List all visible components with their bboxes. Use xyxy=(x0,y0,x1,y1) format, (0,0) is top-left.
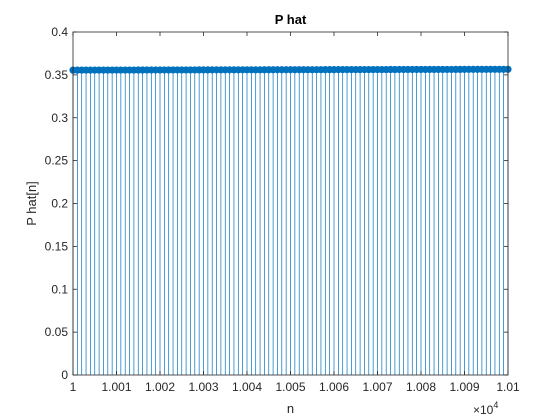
x-tick-label: 1.002 xyxy=(145,380,175,394)
x-tick-label: 1.004 xyxy=(232,380,262,394)
x-axis-exponent: ×104 xyxy=(473,400,498,417)
x-tick-label: 1.007 xyxy=(362,380,392,394)
x-tick-label: 1.001 xyxy=(101,380,131,394)
y-tick-label: 0.35 xyxy=(45,68,69,82)
x-tick-label: 1.003 xyxy=(188,380,218,394)
x-tick-label: 1.009 xyxy=(449,380,479,394)
chart-title: P hat xyxy=(275,12,307,27)
y-tick-label: 0 xyxy=(61,368,68,382)
ticks-layer xyxy=(72,31,509,376)
y-tick-label: 0.05 xyxy=(45,325,69,339)
stems-layer xyxy=(72,69,509,375)
x-tick-label: 1 xyxy=(70,380,77,394)
y-tick-label: 0.15 xyxy=(45,239,69,253)
y-axis-label: P hat[n] xyxy=(24,181,39,226)
y-tick-label: 0.3 xyxy=(51,111,68,125)
x-axis-label: n xyxy=(287,401,294,416)
tick-labels-layer: 1 1.001 1.002 1.003 1.004 1.005 1.006 1.007 1.00… xyxy=(45,25,520,394)
x-axis-exponent-power: 4 xyxy=(493,400,498,410)
markers-layer xyxy=(69,65,512,74)
y-tick-label: 0.2 xyxy=(51,197,68,211)
x-tick-label: 1.008 xyxy=(406,380,436,394)
y-tick-label: 0.25 xyxy=(45,154,69,168)
x-tick-label: 1.006 xyxy=(319,380,349,394)
y-tick-label: 0.4 xyxy=(51,25,68,39)
x-tick-label: 1.005 xyxy=(275,380,305,394)
y-tick-label: 0.1 xyxy=(51,282,68,296)
x-tick-label: 1.01 xyxy=(496,380,520,394)
x-axis-exponent-base: ×10 xyxy=(473,403,494,417)
